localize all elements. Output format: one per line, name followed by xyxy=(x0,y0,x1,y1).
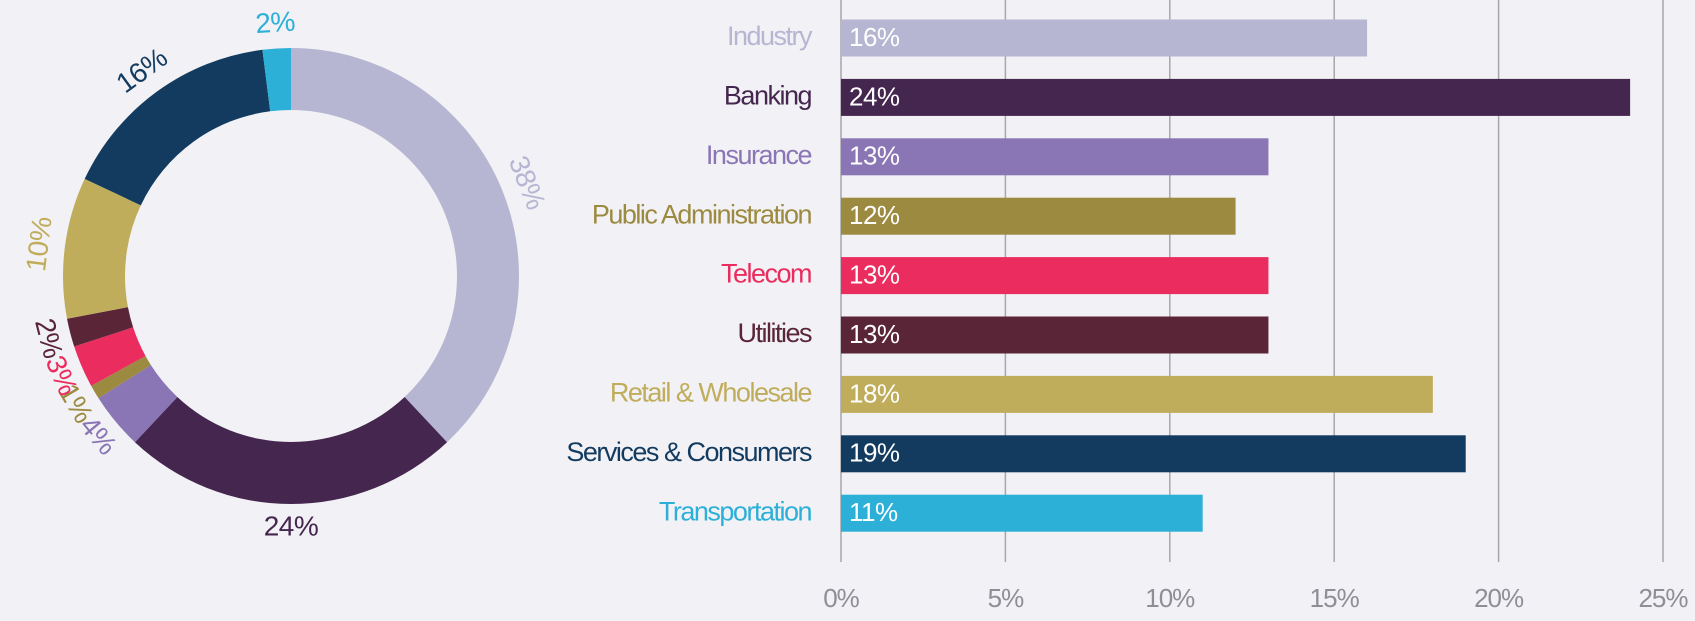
bar-value-label: 13% xyxy=(849,319,900,349)
bar xyxy=(841,494,1203,532)
category-label: Banking xyxy=(724,81,812,111)
bar xyxy=(841,375,1433,413)
bar-value-label: 19% xyxy=(849,438,900,468)
bar-value-label: 11% xyxy=(849,497,898,527)
donut-slice xyxy=(98,364,178,443)
slice-label: 2% xyxy=(29,315,69,361)
category-label: Telecom xyxy=(721,259,811,289)
donut-slice xyxy=(291,48,519,443)
bar-value-label: 18% xyxy=(849,378,900,408)
x-tick-label: 15% xyxy=(1310,583,1360,613)
category-label: Retail & Wholesale xyxy=(610,378,812,408)
x-tick-label: 20% xyxy=(1474,583,1524,613)
slice-label: 10% xyxy=(20,215,58,273)
donut-slice xyxy=(74,327,146,386)
category-label: Transportation xyxy=(659,496,812,526)
bar-value-label: 13% xyxy=(849,259,900,289)
bar-value-label: 13% xyxy=(849,141,900,171)
donut-slice xyxy=(84,49,271,206)
category-label: Utilities xyxy=(737,318,812,348)
bar xyxy=(841,138,1269,176)
donut-slice xyxy=(262,48,291,112)
x-tick-label: 25% xyxy=(1638,583,1688,613)
bar xyxy=(841,197,1236,235)
category-label: Public Administration xyxy=(592,199,812,229)
donut-slice xyxy=(67,307,134,347)
donut-slice xyxy=(91,355,151,399)
bar xyxy=(841,78,1631,116)
x-tick-label: 5% xyxy=(988,583,1024,613)
category-label: Industry xyxy=(727,21,813,51)
donut-slice xyxy=(134,397,448,504)
x-tick-label: 10% xyxy=(1145,583,1195,613)
bar-value-label: 24% xyxy=(849,81,900,111)
bar-value-label: 12% xyxy=(849,200,900,230)
bar-value-label: 16% xyxy=(849,22,900,52)
slice-label: 2% xyxy=(254,6,295,39)
slice-label: 24% xyxy=(264,510,319,541)
slice-label: 38% xyxy=(503,151,552,213)
category-label: Insurance xyxy=(706,140,812,170)
category-label: Services & Consumers xyxy=(566,437,812,467)
x-tick-label: 0% xyxy=(823,583,859,613)
donut-slice xyxy=(63,178,141,319)
bar xyxy=(841,19,1368,57)
bar xyxy=(841,435,1466,473)
bar xyxy=(841,257,1269,295)
bar xyxy=(841,316,1269,354)
